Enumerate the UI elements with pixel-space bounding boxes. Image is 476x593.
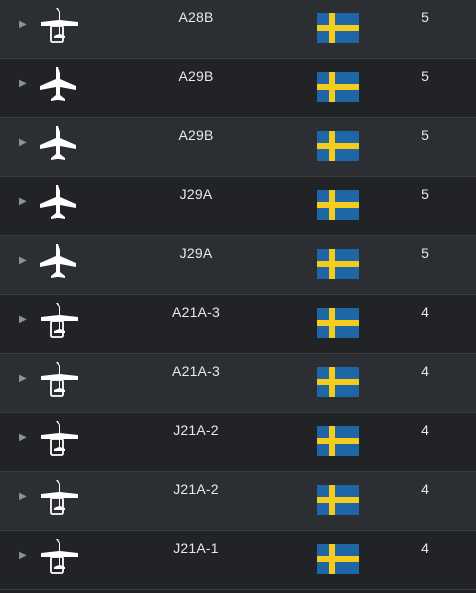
expand-arrow-icon[interactable]: ▶ bbox=[19, 78, 27, 89]
vehicle-rank: 5 bbox=[421, 186, 429, 202]
expand-arrow-icon[interactable]: ▶ bbox=[19, 19, 27, 30]
table-row[interactable]: ▶ A29B 5 bbox=[0, 59, 476, 118]
vehicle-name: J29A bbox=[179, 186, 213, 202]
expand-arrow-icon[interactable]: ▶ bbox=[19, 432, 27, 443]
attacker-icon bbox=[34, 8, 80, 44]
table-row[interactable]: ▶ A29B 5 bbox=[0, 118, 476, 177]
vehicle-name: J21A-2 bbox=[173, 481, 219, 497]
vehicle-name: J29A bbox=[179, 245, 213, 261]
attacker-icon bbox=[34, 480, 80, 516]
sweden-flag-icon bbox=[317, 190, 359, 220]
vehicle-rank: 4 bbox=[421, 304, 429, 320]
vehicle-name: A29B bbox=[178, 127, 214, 143]
jet-fighter-icon bbox=[34, 67, 80, 103]
vehicle-rank: 4 bbox=[421, 363, 429, 379]
table-row[interactable]: ▶ J21A-2 4 bbox=[0, 472, 476, 531]
sweden-flag-icon bbox=[317, 72, 359, 102]
expand-arrow-icon[interactable]: ▶ bbox=[19, 196, 27, 207]
vehicle-rank: 5 bbox=[421, 68, 429, 84]
vehicle-name: A29B bbox=[178, 68, 214, 84]
vehicle-rank: 5 bbox=[421, 245, 429, 261]
attacker-icon bbox=[34, 362, 80, 398]
expand-arrow-icon[interactable]: ▶ bbox=[19, 255, 27, 266]
attacker-icon bbox=[34, 539, 80, 575]
sweden-flag-icon bbox=[317, 308, 359, 338]
sweden-flag-icon bbox=[317, 249, 359, 279]
table-row[interactable]: ▶ J21A-2 4 bbox=[0, 413, 476, 472]
table-row[interactable]: ▶ A21A-3 4 bbox=[0, 295, 476, 354]
sweden-flag-icon bbox=[317, 13, 359, 43]
table-row[interactable]: ▶ A21A-3 4 bbox=[0, 354, 476, 413]
jet-fighter-icon bbox=[34, 244, 80, 280]
expand-arrow-icon[interactable]: ▶ bbox=[19, 491, 27, 502]
vehicle-name: J21A-2 bbox=[173, 422, 219, 438]
vehicle-name: J21A-1 bbox=[173, 540, 219, 556]
expand-arrow-icon[interactable]: ▶ bbox=[19, 314, 27, 325]
sweden-flag-icon bbox=[317, 367, 359, 397]
jet-fighter-icon bbox=[34, 126, 80, 162]
expand-arrow-icon[interactable]: ▶ bbox=[19, 373, 27, 384]
vehicle-name: A21A-3 bbox=[172, 304, 220, 320]
vehicle-rank: 4 bbox=[421, 481, 429, 497]
expand-arrow-icon[interactable]: ▶ bbox=[19, 550, 27, 561]
vehicle-rank: 5 bbox=[421, 127, 429, 143]
expand-arrow-icon[interactable]: ▶ bbox=[19, 137, 27, 148]
vehicle-name: A21A-3 bbox=[172, 363, 220, 379]
sweden-flag-icon bbox=[317, 131, 359, 161]
attacker-icon bbox=[34, 421, 80, 457]
sweden-flag-icon bbox=[317, 426, 359, 456]
table-row[interactable]: ▶ J29A 5 bbox=[0, 236, 476, 295]
sweden-flag-icon bbox=[317, 485, 359, 515]
table-row[interactable]: ▶ J21A-1 4 bbox=[0, 531, 476, 590]
table-row[interactable]: ▶ J29A 5 bbox=[0, 177, 476, 236]
table-row[interactable]: ▶ A28B 5 bbox=[0, 0, 476, 59]
attacker-icon bbox=[34, 303, 80, 339]
vehicle-rank: 5 bbox=[421, 9, 429, 25]
sweden-flag-icon bbox=[317, 544, 359, 574]
jet-fighter-icon bbox=[34, 185, 80, 221]
vehicle-rank: 4 bbox=[421, 422, 429, 438]
vehicle-name: A28B bbox=[178, 9, 214, 25]
vehicle-rank: 4 bbox=[421, 540, 429, 556]
